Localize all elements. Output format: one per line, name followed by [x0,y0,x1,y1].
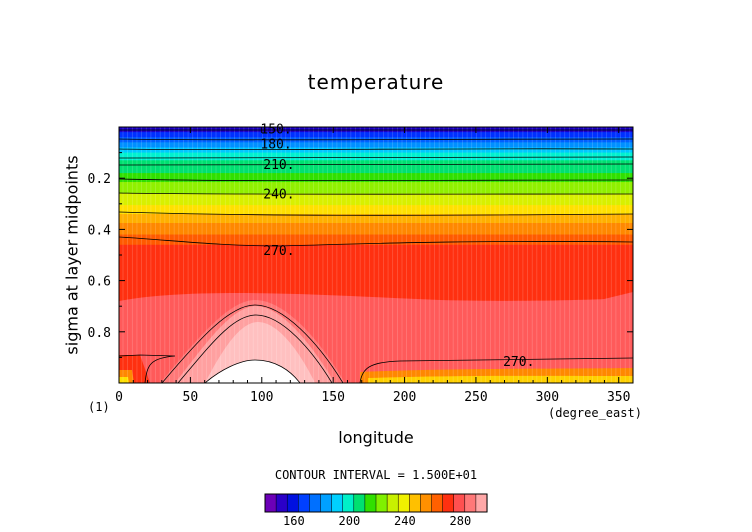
colorbar-swatch [264,493,277,513]
colorbar-tick-label: 200 [339,514,361,528]
contour-line-285-outer [161,304,344,383]
colorbar-swatch [275,493,288,513]
band-13 [119,234,633,246]
colorbar-swatch [397,493,410,513]
colorbar-swatch [353,493,366,513]
contour-lines [119,129,633,383]
y-tick-label: 0.6 [88,275,111,290]
x-tick-label: 50 [183,390,199,405]
contour-label: 270. [503,355,534,370]
contour-line-270 [119,236,633,247]
contour-label: 210. [263,158,294,173]
band-7 [119,173,633,183]
colorbar-swatch [298,493,310,513]
band-9 [119,193,633,206]
contour-line-285-inner [177,314,333,383]
mountain-top [205,360,300,383]
contour-shapes [119,292,633,383]
colorbar-swatch [409,493,421,513]
y-tick-label: 0.2 [88,172,111,187]
band-8 [119,182,633,195]
contour-label: 270. [263,244,294,259]
colorbar-tick-label: 160 [283,514,305,528]
colorbar-swatch [464,493,477,513]
contour-label: 180. [260,138,291,153]
x-tick-label: 150 [321,390,344,405]
x-axis-label: longitude [338,428,414,447]
colorbar-swatch [309,493,322,513]
colorbar-swatch [320,493,333,513]
y-axis-ticks: 0.2 0.4 0.6 0.8 [88,152,633,358]
band-1 [119,132,633,138]
contour-line-300 [204,359,301,383]
colorbar-swatch [342,493,355,513]
y-tick-label: 0.4 [88,223,112,238]
contour-line-225 [119,178,633,182]
colorbar-tick-label: 280 [450,514,472,528]
contour-line-180 [119,148,633,151]
contour-line-240 [119,192,633,195]
x-tick-label: 100 [250,390,273,405]
band-280-plus-wedge [600,292,633,318]
colorbar-swatch [475,493,488,513]
band-5 [119,152,633,161]
x-tick-label: 0 [115,390,123,405]
x-axis-unit: (degree_east) [548,406,642,420]
x-tick-label: 350 [607,390,630,405]
band-12 [119,223,633,236]
contour-line-270-low [119,354,176,383]
contour-label: 150. [260,122,291,137]
colorbar-swatch [431,493,444,513]
colorbar-swatch [375,493,388,513]
colorbar-swatch [442,493,455,513]
colorbar-swatch [386,493,399,513]
x-tick-label: 250 [464,390,487,405]
colorbar-swatch [453,493,466,513]
faint-grid-lines [122,127,631,383]
contour-line-165 [119,138,633,141]
chart-title: temperature [307,70,445,94]
contour-labels: 150.180. 210. 240. 270. 270. [260,122,534,370]
band-2 [119,137,633,143]
band-3 [119,142,633,149]
colorbar-tick-label: 240 [394,514,416,528]
surface-yellow-right [368,375,633,383]
colorbar-frame [264,493,488,513]
contour-line-195 [119,156,633,159]
contour-line-270-right [359,357,633,383]
colorbar-swatch [286,493,299,513]
y-tick-label: 0.8 [88,326,111,341]
colorbar: 160 200 240 280 [264,493,488,528]
colorbar-swatch [420,493,433,513]
contour-interval-text: CONTOUR INTERVAL = 1.500E+01 [274,468,478,482]
contour-line-255 [119,211,633,216]
contour-line-210 [119,163,633,166]
colorbar-swatch [364,493,377,513]
x-axis-ticks: 0 50 100 150 200 250 300 350 [115,127,630,405]
x-tick-label: 300 [536,390,559,405]
surface-yellow-left [119,377,129,383]
band-6 [119,160,633,174]
band-10 [119,205,633,215]
contour-label: 240. [263,188,294,203]
band-11 [119,214,633,224]
band-4 [119,147,633,154]
scale-marker: (1) [88,400,110,414]
colorbar-swatch [331,493,344,513]
x-tick-label: 200 [393,390,416,405]
